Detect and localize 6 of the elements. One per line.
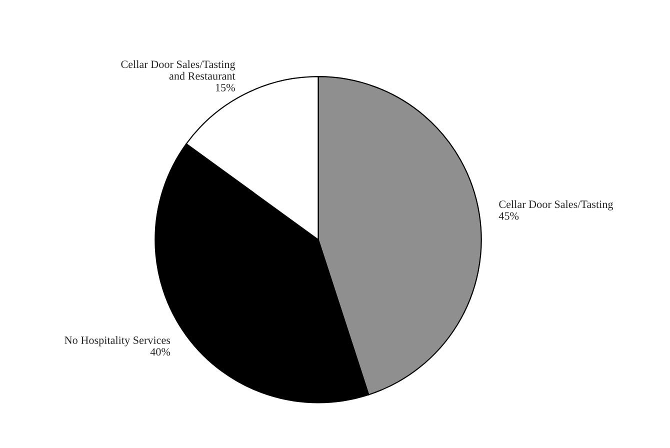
data-label: 15% [216, 84, 235, 92]
slice-label: Cellar Door Sales/Tasting and Restaurant [121, 60, 236, 80]
slice-label: Cellar Door Sales/Tasting [499, 200, 614, 210]
data-label: 40% [150, 348, 170, 356]
data-label: 45% [498, 212, 519, 220]
slice-label: No Hospitality Services [64, 336, 170, 346]
